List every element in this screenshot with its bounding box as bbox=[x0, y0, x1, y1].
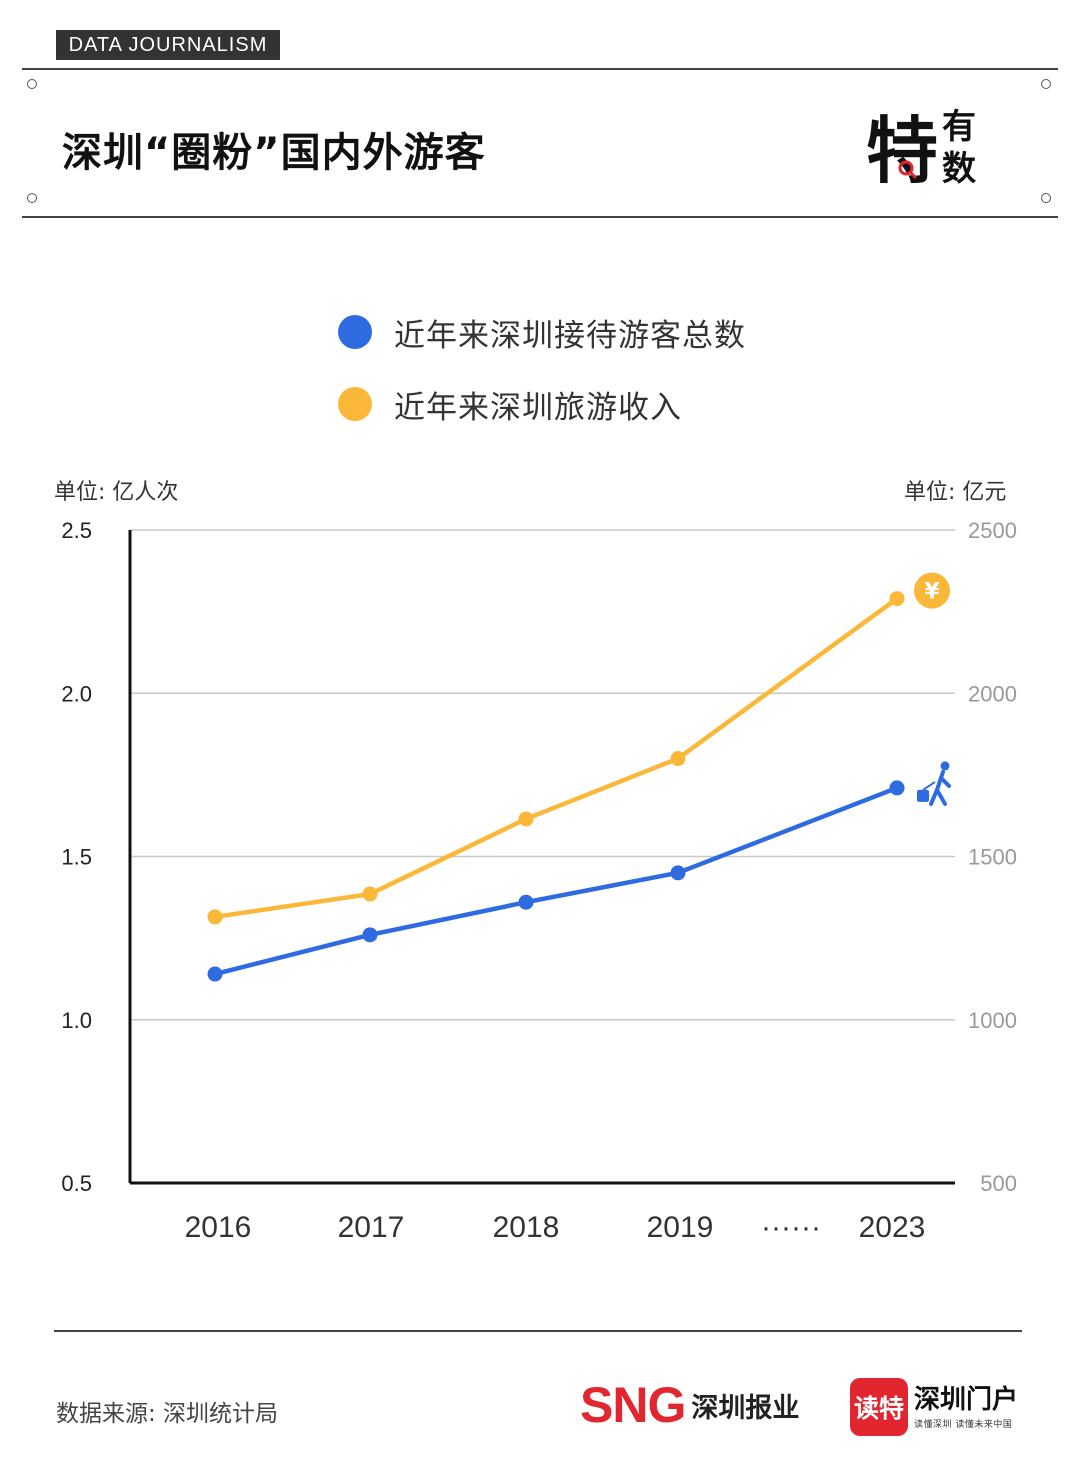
traveler-with-luggage-icon bbox=[917, 761, 951, 806]
page-title: 深圳“圈粉”国内外游客 bbox=[62, 130, 486, 176]
yuan-glyph: ¥ bbox=[924, 580, 940, 605]
left-tick-label: 2.0 bbox=[61, 681, 92, 706]
right-tick-label: 2000 bbox=[968, 681, 1017, 706]
corner-hole-icon bbox=[1041, 193, 1051, 203]
visitors-series-line bbox=[214, 785, 898, 977]
sng-mark: SNG bbox=[580, 1377, 686, 1433]
header-bottom-rule bbox=[22, 216, 1058, 218]
line-chart: 0.5 500 1.0 1000 1.5 1500 2.0 2000 2.5 2500 2016 20… bbox=[61, 518, 1017, 1244]
magnifier-icon bbox=[898, 160, 914, 176]
left-tick-label: 1.0 bbox=[61, 1008, 92, 1033]
revenue-data-point bbox=[362, 886, 378, 902]
visitors-data-point bbox=[518, 894, 534, 910]
x-tick-label: 2023 bbox=[859, 1211, 926, 1244]
traveler-head bbox=[940, 761, 950, 771]
corner-hole-icon bbox=[27, 79, 37, 89]
corner-hole-icon bbox=[1041, 79, 1051, 89]
revenue-data-point bbox=[670, 751, 686, 767]
right-tick-label: 1500 bbox=[968, 845, 1017, 870]
left-tick-label: 0.5 bbox=[61, 1171, 92, 1196]
sng-text: 深圳报业 bbox=[691, 1392, 800, 1424]
revenue-data-point bbox=[518, 811, 534, 827]
visitors-data-point bbox=[362, 927, 378, 943]
dute-slogan: 读懂深圳 读懂未来中国 bbox=[914, 1419, 1013, 1430]
legend-item-revenue: 近年来深圳旅游收入 bbox=[338, 384, 746, 426]
luggage-handle bbox=[922, 781, 936, 791]
left-axis-unit: 单位: 亿人次 bbox=[54, 480, 179, 505]
chart-lines bbox=[207, 591, 905, 982]
revenue-data-point bbox=[889, 591, 905, 607]
revenue-data-point bbox=[207, 909, 223, 925]
footer-rule bbox=[54, 1330, 1022, 1332]
logo-big-char: 特 bbox=[866, 109, 938, 188]
x-tick-label: 2016 bbox=[185, 1211, 252, 1244]
sng-logo: SNG 深圳报业 bbox=[580, 1376, 799, 1434]
chart-axes bbox=[128, 530, 955, 1185]
header-top-rule bbox=[22, 68, 1058, 70]
legend-item-visitors: 近年来深圳接待游客总数 bbox=[338, 312, 746, 354]
corner-hole-icon bbox=[27, 193, 37, 203]
right-tick-label: 2500 bbox=[968, 518, 1017, 543]
data-source: 数据来源: 深圳统计局 bbox=[56, 1401, 279, 1427]
left-tick-label: 1.5 bbox=[61, 845, 92, 870]
logo-top-char: 有 bbox=[942, 107, 976, 147]
x-tick-label: ······ bbox=[761, 1211, 821, 1244]
chart-ticks: 0.5 500 1.0 1000 1.5 1500 2.0 2000 2.5 2500 2016 20… bbox=[61, 518, 1017, 1244]
visitors-data-point bbox=[889, 780, 905, 796]
legend-label: 近年来深圳旅游收入 bbox=[394, 389, 682, 426]
x-tick-label: 2019 bbox=[647, 1211, 714, 1244]
visitors-data-point bbox=[670, 865, 686, 881]
tyshu-logo: 特 有 数 bbox=[866, 107, 976, 188]
traveler-body bbox=[929, 769, 951, 806]
data-journalism-tag: DATA JOURNALISM bbox=[56, 30, 280, 60]
legend: 近年来深圳接待游客总数 近年来深圳旅游收入 bbox=[338, 312, 746, 456]
right-axis-unit: 单位: 亿元 bbox=[904, 480, 1007, 505]
luggage bbox=[917, 789, 929, 802]
legend-swatch-blue bbox=[338, 315, 372, 349]
dute-box: 读特 bbox=[850, 1378, 908, 1436]
chart-icons: ¥ bbox=[914, 572, 951, 806]
chart-grid bbox=[130, 529, 955, 1021]
yuan-coin-icon bbox=[914, 572, 950, 609]
dute-name: 深圳门户 bbox=[914, 1384, 1019, 1415]
legend-swatch-orange bbox=[338, 387, 372, 421]
x-tick-label: 2017 bbox=[338, 1211, 405, 1244]
visitors-data-point bbox=[207, 966, 223, 982]
left-tick-label: 2.5 bbox=[61, 518, 92, 543]
dute-logo: 读特 深圳门户 读懂深圳 读懂未来中国 bbox=[850, 1378, 1018, 1436]
logo-bottom-char: 数 bbox=[942, 149, 976, 188]
legend-label: 近年来深圳接待游客总数 bbox=[394, 317, 746, 354]
x-tick-label: 2018 bbox=[493, 1211, 560, 1244]
revenue-series-line bbox=[214, 596, 899, 920]
right-tick-label: 1000 bbox=[968, 1008, 1017, 1033]
right-tick-label: 500 bbox=[980, 1171, 1017, 1196]
